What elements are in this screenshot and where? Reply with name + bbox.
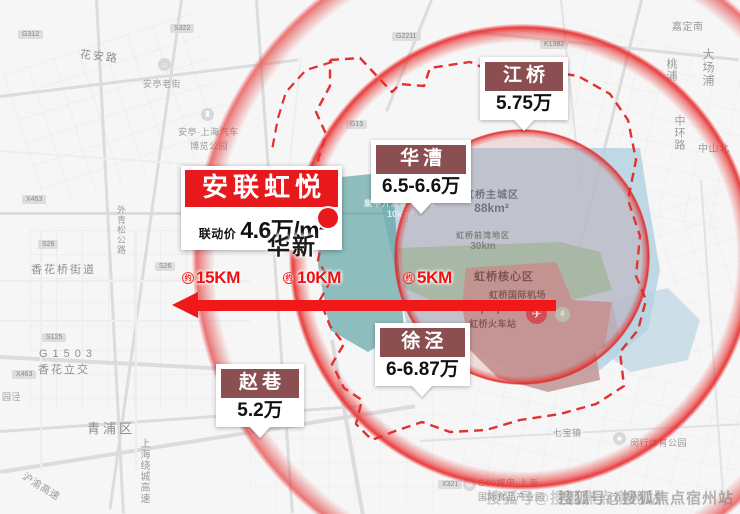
watermark-ghost: 搜狐号@搜狐焦点宿州站	[486, 490, 662, 507]
project-name: 安联虹悦	[185, 170, 339, 208]
ring-15km-label: 15KM	[196, 268, 241, 287]
price-label: 联动价	[198, 227, 237, 242]
road-segment	[0, 320, 250, 322]
ring-15km-marker: 约 15KM	[182, 268, 240, 288]
project-price-row: 联动价 4.6万/m2	[185, 207, 338, 247]
callout-tail	[410, 201, 433, 214]
callout-tail	[513, 118, 535, 131]
region-label-hongqiao-core: 虹桥核心区	[474, 271, 534, 283]
callout-xujing-price: 6-6.87万	[386, 358, 459, 380]
callout-huacao-price: 6.5-6.6万	[382, 175, 461, 197]
map-label-anting-old-street: 安亭老街	[143, 79, 182, 89]
project-district-name: 华新	[267, 233, 317, 259]
yue-badge-icon: 约	[403, 272, 415, 284]
callout-jiangqiao[interactable]: 江桥 5.75万	[480, 57, 569, 131]
distance-arrow-head	[172, 292, 198, 318]
ring-5km-marker: 约 5KM	[403, 268, 452, 288]
price-value: 4.6万/m2	[240, 217, 325, 244]
ring-5km-label: 5KM	[417, 268, 452, 287]
watermark: 搜狐号@搜狐焦点宿州站 搜狐号@搜狐焦点宿州站	[486, 487, 734, 508]
map-label-qingpu-district: 青浦区	[87, 421, 136, 436]
project-location-dot	[318, 208, 338, 228]
map-label-waiqingsong-road: 外青松公路	[116, 205, 126, 255]
road-shield: S125	[42, 333, 67, 342]
callout-huacao-name: 华漕	[376, 145, 467, 174]
callout-xujing[interactable]: 徐泾 6-6.87万	[375, 323, 470, 397]
callout-jiangqiao-price: 5.75万	[496, 92, 552, 114]
ring-10km-label: 10KM	[297, 268, 342, 287]
callout-huacao[interactable]: 华漕 6.5-6.6万	[371, 140, 472, 214]
map-label-yuanjing: 园泾	[2, 392, 22, 402]
callout-main-project[interactable]: 安联虹悦 联动价 4.6万/m2	[181, 166, 343, 251]
poi-label-hongqiao-railway: 虹桥火车站	[469, 319, 517, 329]
map-label-g1503: G1503	[39, 348, 98, 360]
region-label-hongqiao-main-city: 虹桥主城区 88km²	[464, 190, 519, 215]
distance-arrow-bar	[196, 300, 556, 311]
map-label-xianghuaqiao-street: 香花桥街道	[31, 264, 96, 276]
callout-tail	[411, 384, 434, 397]
callout-zhaoxiang-name: 赵巷	[221, 369, 300, 398]
road-segment	[40, 230, 42, 470]
road-segment	[0, 280, 250, 282]
road-shield: X463	[12, 370, 37, 379]
road-shield: S26	[38, 240, 59, 249]
park-icon: ⚘	[555, 307, 570, 322]
ring-10km-marker: 约 10KM	[283, 268, 341, 288]
landmark-icon: ⌂	[158, 58, 171, 71]
price-unit-sup: 2	[319, 221, 325, 233]
map-label-shanghai-ring-expressway: 上海绕城高速	[138, 438, 149, 504]
watermark-text: 搜狐号@搜狐焦点宿州站	[558, 490, 734, 507]
road-shield: X463	[22, 195, 47, 204]
callout-zhaoxiang[interactable]: 赵巷 5.2万	[216, 364, 305, 438]
region-label-hongqiao-qianwan: 虹桥前湾地区 30km	[456, 231, 510, 252]
road-shield: S26	[155, 262, 176, 271]
yue-badge-icon: 约	[182, 272, 194, 284]
callout-xujing-name: 徐泾	[380, 328, 465, 357]
road-shield: S322	[170, 24, 195, 33]
road-shield: G312	[18, 30, 44, 39]
callout-zhaoxiang-price: 5.2万	[237, 399, 283, 421]
callout-tail	[249, 425, 271, 438]
road-segment	[135, 230, 137, 470]
map-label-xianghua-interchange: 香花立交	[38, 364, 90, 376]
yue-badge-icon: 约	[283, 272, 295, 284]
callout-jiangqiao-name: 江桥	[485, 62, 564, 91]
